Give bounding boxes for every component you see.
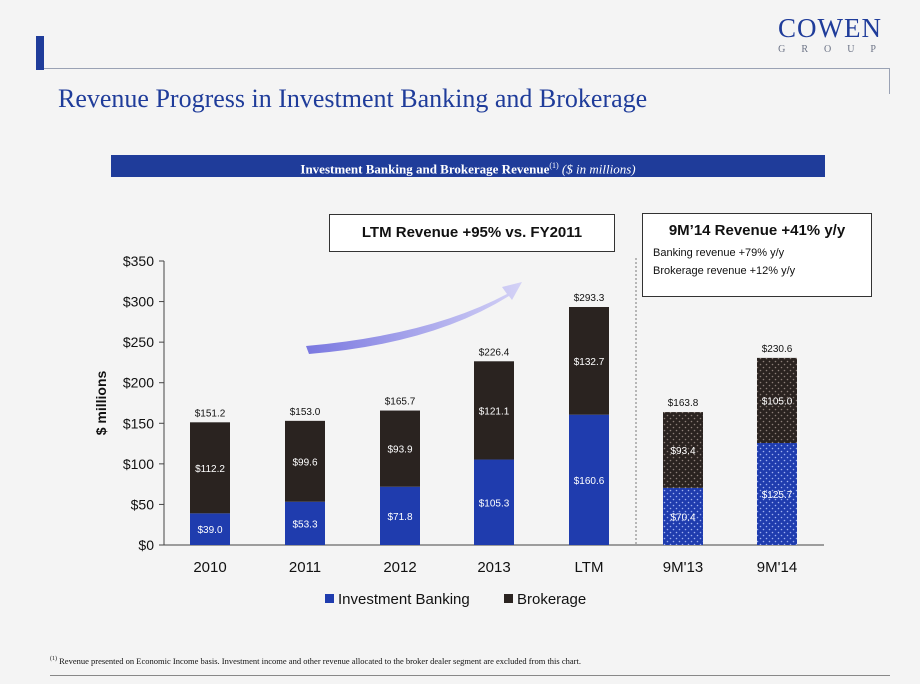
ltm-callout-text: LTM Revenue +95% vs. FY2011 — [361, 224, 583, 241]
data-label-investment-banking: $71.8 — [387, 512, 412, 523]
y-tick-label: $50 — [131, 496, 155, 512]
chart-banner: Investment Banking and Brokerage Revenue… — [111, 155, 825, 177]
y-tick-label: $350 — [123, 253, 154, 269]
footnote: (1) Revenue presented on Economic Income… — [50, 656, 581, 666]
legend-label-brokerage: Brokerage — [517, 591, 586, 608]
y-tick-label: $150 — [123, 415, 154, 431]
data-label-brokerage: $112.2 — [195, 464, 225, 475]
header-rule — [44, 68, 890, 69]
data-label-investment-banking: $160.6 — [574, 476, 605, 487]
x-tick-label: 2011 — [289, 559, 321, 576]
bar-brokerage — [474, 361, 514, 460]
data-label-total: $151.2 — [195, 408, 226, 419]
x-tick-label: 9M'14 — [757, 559, 797, 576]
ytd-callout: 9M’14 Revenue +41% y/y Banking revenue +… — [642, 213, 872, 297]
bar-brokerage — [380, 410, 420, 487]
footnote-text: Revenue presented on Economic Income bas… — [57, 656, 581, 666]
bar-investment-banking — [757, 443, 797, 545]
data-label-total: $165.7 — [385, 397, 416, 408]
data-label-investment-banking: $70.4 — [670, 512, 695, 523]
data-label-investment-banking: $125.7 — [762, 490, 793, 501]
data-label-total: $293.3 — [574, 293, 605, 304]
x-tick-label: 2010 — [193, 559, 226, 576]
growth-arrow — [306, 282, 522, 354]
ytd-callout-title: 9M’14 Revenue +41% y/y — [668, 222, 846, 239]
cowen-logo: COWEN GROUP — [768, 14, 892, 55]
y-tick-label: $0 — [138, 537, 154, 553]
footer-rule — [50, 675, 890, 676]
page-title: Revenue Progress in Investment Banking a… — [58, 84, 648, 113]
data-label-total: $226.4 — [479, 347, 510, 358]
x-tick-label: 2013 — [477, 559, 510, 576]
banner-footnote-marker: (1) — [549, 161, 559, 170]
bar-brokerage — [663, 412, 703, 488]
y-tick-label: $300 — [123, 294, 154, 310]
legend-label-investment-banking: Investment Banking — [338, 591, 470, 608]
y-tick-label: $200 — [123, 375, 154, 391]
x-tick-label: 2012 — [383, 559, 416, 576]
bar-investment-banking — [569, 414, 609, 545]
title-accent-bar — [36, 36, 44, 70]
data-label-total: $153.0 — [290, 407, 321, 418]
ytd-callout-banking: Banking revenue +79% y/y — [653, 247, 785, 259]
bar-investment-banking — [474, 459, 514, 545]
data-label-brokerage: $121.1 — [479, 406, 510, 417]
data-label-investment-banking: $39.0 — [197, 525, 222, 536]
y-tick-label: $250 — [123, 334, 154, 350]
logo-sub: GROUP — [778, 44, 892, 55]
banner-title: Investment Banking and Brokerage Revenue — [300, 161, 550, 177]
banner-units: ($ in millions) — [561, 161, 636, 177]
data-label-investment-banking: $105.3 — [479, 498, 510, 509]
x-tick-label: 9M'13 — [663, 559, 703, 576]
bar-investment-banking — [190, 513, 230, 545]
data-label-investment-banking: $53.3 — [292, 519, 317, 530]
x-tick-label: LTM — [575, 559, 604, 576]
bar-investment-banking — [285, 501, 325, 545]
data-label-total: $163.8 — [668, 398, 699, 409]
data-label-brokerage: $132.7 — [574, 357, 605, 368]
legend-swatch-investment-banking — [325, 594, 334, 603]
footnote-marker: (1) — [50, 656, 57, 663]
data-label-total: $230.6 — [762, 344, 793, 355]
y-tick-label: $100 — [123, 456, 154, 472]
bar-brokerage — [569, 307, 609, 415]
y-axis-label: $ millions — [93, 371, 109, 436]
bar-brokerage — [757, 357, 797, 444]
data-label-brokerage: $105.0 — [762, 396, 793, 407]
bar-brokerage — [190, 422, 230, 514]
header-corner-rule — [889, 68, 890, 94]
ltm-callout: LTM Revenue +95% vs. FY2011 — [329, 214, 615, 252]
bar-investment-banking — [380, 486, 420, 545]
data-label-brokerage: $93.9 — [387, 445, 412, 456]
logo-name: COWEN — [778, 13, 883, 43]
bar-brokerage — [285, 420, 325, 502]
data-label-brokerage: $93.4 — [670, 446, 695, 457]
ytd-callout-brokerage: Brokerage revenue +12% y/y — [653, 265, 796, 277]
legend-swatch-brokerage — [504, 594, 513, 603]
bar-investment-banking — [663, 487, 703, 545]
data-label-brokerage: $99.6 — [292, 457, 317, 468]
